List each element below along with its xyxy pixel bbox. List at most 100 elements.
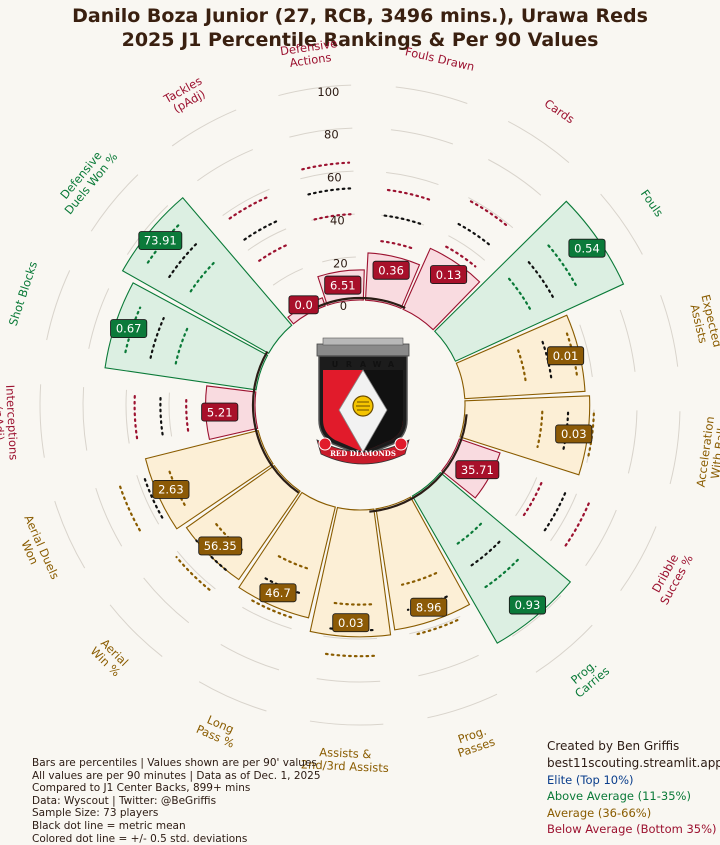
reference-dot-line (327, 627, 374, 632)
reference-dot-line (521, 481, 543, 518)
grid-arc (222, 188, 270, 216)
radial-tick-label: 60 (327, 171, 342, 185)
reference-dot-line (507, 277, 532, 312)
grid-arc (390, 129, 454, 145)
metric-label: Tackles(pAdj) (160, 74, 207, 116)
value-box: 0.67 (110, 319, 148, 338)
value-box: 35.71 (455, 460, 500, 480)
reference-dot-line (547, 244, 577, 287)
metric-label-line: Shot Blocks (6, 260, 40, 328)
grid-arc (109, 604, 163, 657)
grid-arc (309, 720, 384, 726)
value-label: 5.21 (207, 405, 233, 419)
reference-dot-line (386, 188, 431, 201)
grid-arc (660, 295, 679, 367)
grid-arc (507, 120, 570, 164)
credit-author: Created by Ben Griffis (547, 739, 680, 753)
radial-tick-label: 100 (317, 85, 339, 99)
grid-arc (126, 205, 169, 255)
title-line-1: Danilo Boza Junior (27, RCB, 3496 mins.)… (72, 5, 648, 27)
note-line: Sample Size: 73 players (32, 807, 159, 820)
metric-label: Shot Blocks (6, 260, 40, 328)
reference-dot-line (542, 492, 567, 533)
legend-item-elite: Elite (Top 10%) (547, 773, 634, 787)
reference-dot-line (250, 598, 293, 619)
reference-dot-line (445, 245, 477, 268)
reference-dot-line (185, 395, 190, 432)
value-box: 56.35 (198, 536, 243, 556)
crest-letter: A (360, 360, 367, 369)
value-label: 0.01 (553, 349, 579, 363)
grid-arc (627, 410, 638, 474)
metric-label: Cards (542, 96, 577, 126)
bar-acceleration-with-ball (459, 395, 591, 476)
value-box: 0.03 (332, 613, 370, 633)
grid-arc (82, 387, 88, 451)
value-box: 46.7 (259, 583, 297, 603)
crest-letter: A (388, 360, 395, 369)
reference-dot-line (323, 652, 376, 658)
grid-arc (600, 193, 643, 255)
legend: Elite (Top 10%) Above Average (11-35%) A… (547, 772, 717, 837)
value-box-bg (324, 275, 362, 295)
reference-dot-line (564, 502, 590, 548)
metric-label: Interceptions(pAdj) (0, 384, 21, 460)
value-box: 0.93 (508, 595, 547, 615)
chart-title: Danilo Boza Junior (27, RCB, 3496 mins.)… (0, 4, 720, 52)
value-label: 0.93 (515, 598, 541, 612)
grid-arc (418, 654, 479, 677)
grid-arc (395, 86, 468, 104)
inner-ring (314, 296, 406, 310)
grid-arc (535, 624, 593, 673)
note-line: Colored dot line = +/- 0.5 std. deviatio… (32, 832, 248, 845)
grid-arc (90, 174, 139, 232)
grid-arc (247, 228, 287, 251)
value-box: 0.0 (288, 295, 319, 315)
grid-arc (669, 411, 681, 485)
grid-arc (322, 256, 356, 263)
legend-item-above-average: Above Average (11-35%) (547, 789, 691, 804)
grid-arc (512, 595, 562, 637)
radial-ticks-layer: 0 20 40 60 80 100 (317, 85, 347, 313)
value-box-bg (410, 597, 448, 617)
value-box-bg (288, 295, 319, 315)
reference-dot-line (400, 572, 438, 586)
bar-shot-blocks (104, 282, 269, 391)
crest-letter: R (346, 360, 352, 369)
metric-label: Prog.Carries (568, 657, 612, 700)
value-box-bg (201, 402, 239, 422)
grid-arc (323, 635, 378, 640)
value-box: 6.51 (324, 275, 362, 295)
value-box-bg (138, 231, 183, 250)
reference-dot-line (313, 213, 353, 221)
reference-dot-line (175, 555, 211, 591)
grid-arc (386, 171, 439, 186)
metric-label-line: Interceptions (3, 384, 21, 460)
value-box-bg (259, 583, 297, 603)
value-box-bg (508, 595, 547, 615)
reference-dot-line (159, 394, 164, 436)
value-label: 6.51 (330, 278, 356, 292)
value-label: 46.7 (265, 586, 291, 600)
reference-dot-line (307, 187, 352, 196)
value-box: 2.63 (152, 479, 190, 499)
metric-label-line: Fouls Drawn (404, 44, 476, 74)
grid-arc (272, 268, 303, 286)
reference-dot-line (243, 219, 280, 241)
value-label: 0.0 (294, 298, 312, 312)
grid-arc (448, 235, 486, 261)
value-box-bg (332, 613, 370, 633)
crest-ribbon (316, 439, 410, 465)
value-box-bg (372, 260, 410, 280)
reference-dot-line (406, 595, 448, 611)
value-box-bg (455, 460, 500, 480)
reference-dot-line (149, 316, 165, 359)
value-box: 0.13 (430, 265, 468, 285)
radial-tick-label: 40 (330, 213, 345, 227)
value-label: 0.54 (574, 241, 600, 255)
